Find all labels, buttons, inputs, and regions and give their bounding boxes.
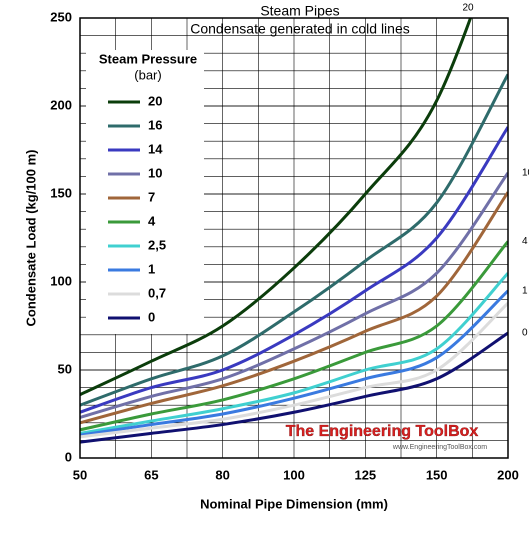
legend-label: 0,7	[148, 285, 166, 300]
series-line	[80, 272, 508, 435]
series-line	[80, 73, 508, 407]
x-tick-label: 80	[215, 467, 229, 482]
x-tick-label: 200	[497, 467, 519, 482]
y-tick-label: 200	[50, 97, 72, 112]
end-label: 4	[522, 236, 528, 247]
chart-title: Steam Pipes	[260, 3, 339, 19]
watermark: The Engineering ToolBox	[286, 423, 479, 440]
legend-label: 10	[148, 165, 162, 180]
legend-title: (bar)	[134, 67, 161, 82]
legend-label: 4	[148, 213, 156, 228]
series-line	[80, 302, 508, 439]
watermark-url: www.EngineeringToolBox.com	[392, 444, 487, 451]
legend-box	[86, 50, 204, 334]
end-label: 1	[522, 285, 528, 296]
x-axis-label: Nominal Pipe Dimension (mm)	[200, 496, 388, 511]
legend-label: 1	[148, 261, 155, 276]
series-line	[80, 331, 508, 444]
y-axis-label: Condensate Load (kg/100 m)	[23, 150, 38, 327]
series-line	[80, 126, 508, 414]
end-label: 20	[462, 3, 474, 14]
plot-frame	[79, 17, 509, 459]
legend-label: 0	[148, 309, 155, 324]
x-tick-label: 65	[144, 467, 158, 482]
x-tick-label: 125	[354, 467, 376, 482]
end-label: 10	[522, 168, 529, 179]
legend-label: 2,5	[148, 237, 166, 252]
series-line	[80, 18, 473, 396]
series-line	[80, 172, 508, 419]
legend-label: 16	[148, 117, 162, 132]
x-tick-label: 50	[73, 467, 87, 482]
x-tick-label: 150	[426, 467, 448, 482]
y-tick-label: 0	[65, 449, 72, 464]
chart-subtitle: Condensate generated in cold lines	[190, 21, 410, 37]
y-tick-label: 100	[50, 273, 72, 288]
legend-label: 20	[148, 93, 162, 108]
x-tick-label: 100	[283, 467, 305, 482]
y-tick-label: 150	[50, 185, 72, 200]
legend-label: 14	[148, 141, 163, 156]
legend-title: Steam Pressure	[99, 51, 197, 66]
y-tick-label: 50	[58, 361, 72, 376]
series-line	[80, 240, 508, 432]
end-label: 0	[522, 328, 528, 339]
series-line	[80, 191, 508, 425]
y-tick-label: 250	[50, 9, 72, 24]
series-line	[80, 289, 508, 437]
legend-label: 7	[148, 189, 155, 204]
